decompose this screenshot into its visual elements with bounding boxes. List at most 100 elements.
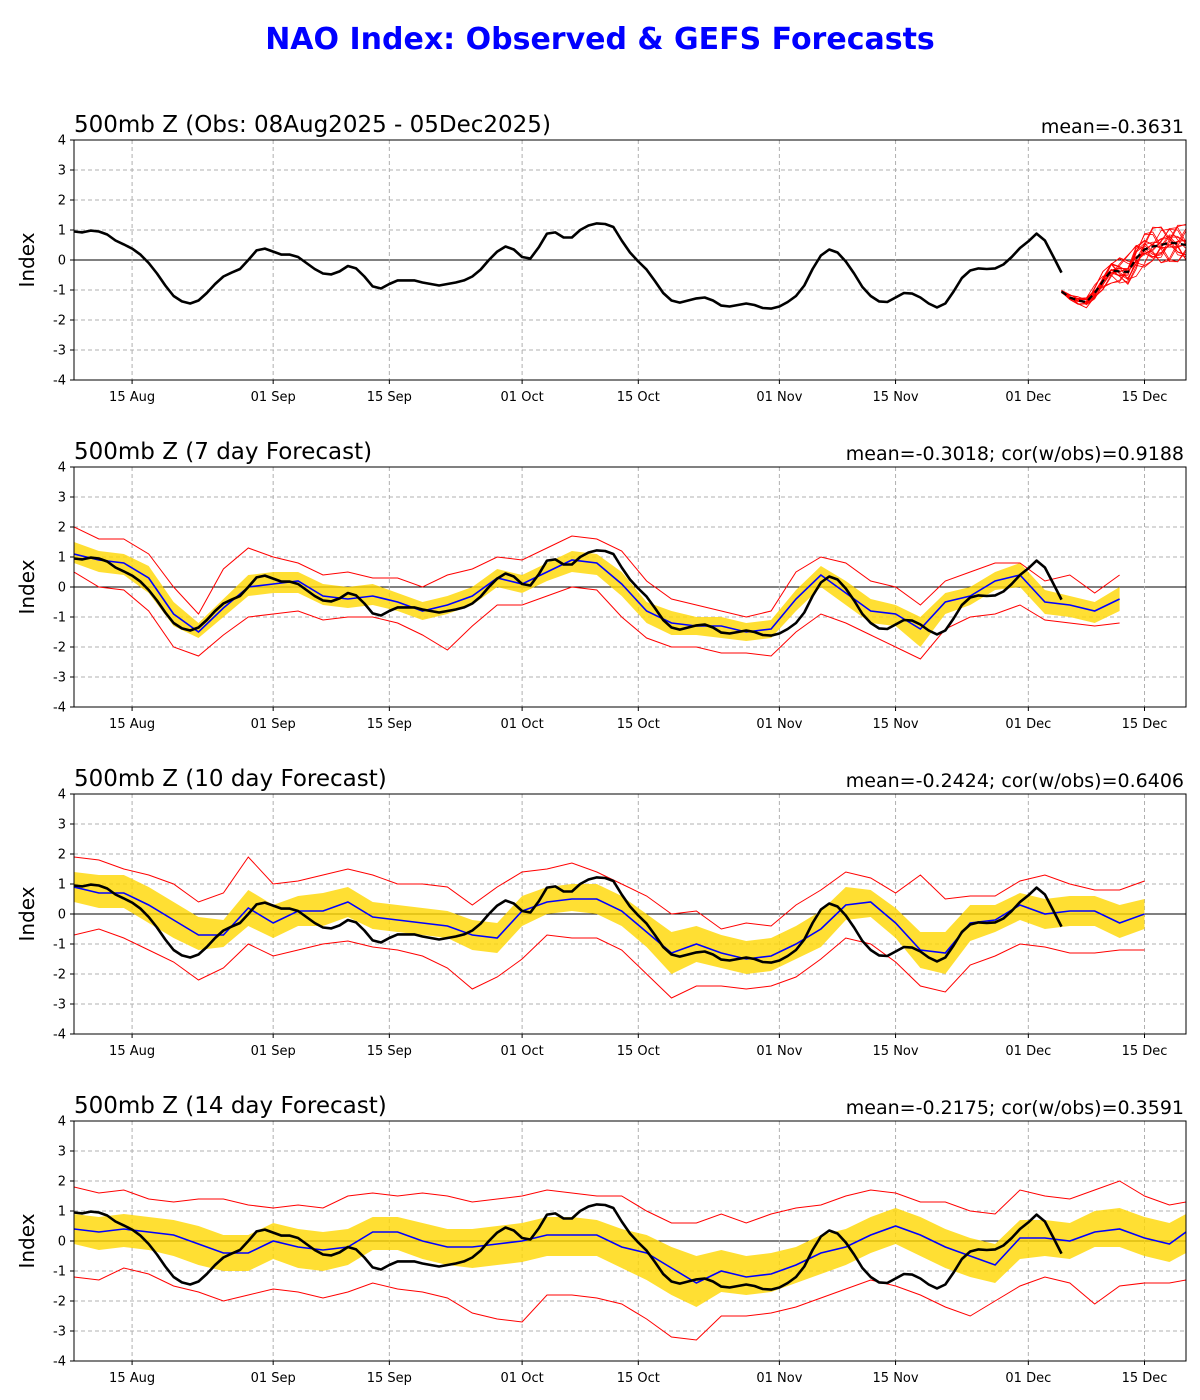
x-tick-label: 01 Dec [1005,390,1051,405]
observed-line [74,549,1063,637]
x-tick-label: 15 Dec [1122,390,1168,405]
plot-area [74,222,1186,310]
plot-area [74,526,1120,660]
y-tick-label: 0 [58,581,66,596]
panel-title: 500mb Z (14 day Forecast) [74,1093,387,1119]
ensemble-mean-line [74,1225,1186,1284]
x-tick-label: 15 Aug [109,717,155,732]
y-tick-label: -2 [53,1295,66,1310]
x-tick-label: 01 Nov [756,1044,802,1059]
x-tick-label: 01 Oct [501,1371,544,1386]
x-tick-label: 15 Aug [109,390,155,405]
x-tick-label: 01 Sep [251,1044,296,1059]
chart-panel-3: -4 -3 -2 -1 0 1 2 3 4 15 Aug 01 Sep 15 Sep 01 Oct 15 … [15,766,1187,1059]
x-tick-label: 15 Aug [109,1044,155,1059]
x-tick-label: 01 Oct [501,390,544,405]
y-tick-label: 4 [58,134,66,149]
y-axis-label: Index [15,886,39,941]
panel-title: 500mb Z (Obs: 08Aug2025 - 05Dec2025) [74,112,551,138]
y-tick-label: 3 [58,818,66,833]
envelope-lower-line [74,928,1145,999]
ensemble-member-line [1061,240,1186,299]
y-tick-label: 1 [58,551,66,566]
x-tick-label: 01 Sep [251,717,296,732]
y-tick-label: 4 [58,461,66,476]
y-tick-label: 4 [58,788,66,803]
y-tick-label: -3 [53,671,66,686]
spread-band [74,1208,1186,1307]
ensemble-mean-dashed-line [1060,241,1186,304]
plot-area [74,1180,1186,1341]
x-tick-label: 01 Nov [756,390,802,405]
y-tick-label: 1 [58,1205,66,1220]
y-tick-label: 3 [58,1145,66,1160]
x-tick-label: 15 Dec [1122,1371,1168,1386]
y-tick-label: 0 [58,908,66,923]
x-tick-label: 15 Oct [617,1044,660,1059]
observed-line [74,876,1063,964]
y-tick-label: -2 [53,968,66,983]
x-tick-label: 15 Nov [873,1044,919,1059]
y-tick-label: 1 [58,224,66,239]
envelope-upper-line [74,1180,1186,1224]
y-tick-label: 2 [58,194,66,209]
y-tick-label: 2 [58,848,66,863]
envelope-upper-line [74,856,1145,930]
y-tick-label: 2 [58,521,66,536]
x-tick-label: 15 Dec [1122,717,1168,732]
y-tick-label: 3 [58,491,66,506]
y-tick-label: -4 [53,1028,66,1043]
chart-panel-4: -4 -3 -2 -1 0 1 2 3 4 15 Aug 01 Sep 15 Sep 01 Oct 15 … [15,1093,1187,1386]
y-tick-label: 4 [58,1115,66,1130]
panel-title: 500mb Z (7 day Forecast) [74,439,372,465]
y-tick-label: -4 [53,701,66,716]
y-axis-label: Index [15,1213,39,1268]
x-tick-label: 01 Nov [756,717,802,732]
x-tick-label: 01 Sep [251,1371,296,1386]
x-tick-label: 15 Sep [367,717,412,732]
y-tick-label: -4 [53,1355,66,1370]
plot-area [74,856,1145,999]
chart-panel-1: -4 -3 -2 -1 0 1 2 3 4 15 Aug 01 Sep 15 Sep 01 Oct 15 … [15,112,1187,405]
y-tick-label: 2 [58,1175,66,1190]
x-tick-label: 15 Oct [617,390,660,405]
x-tick-label: 01 Dec [1005,1371,1051,1386]
panel-stat: mean=-0.3631 [1041,116,1184,138]
ensemble-member-line [1061,237,1186,305]
y-axis-label: Index [15,559,39,614]
x-tick-label: 15 Sep [367,1044,412,1059]
y-tick-label: -4 [53,374,66,389]
x-tick-label: 01 Oct [501,1044,544,1059]
y-tick-label: 3 [58,164,66,179]
y-tick-label: 0 [58,254,66,269]
panel-stat: mean=-0.3018; cor(w/obs)=0.9188 [846,443,1184,465]
x-tick-label: 15 Oct [617,717,660,732]
spread-band [74,872,1145,974]
panel-stat: mean=-0.2424; cor(w/obs)=0.6406 [846,770,1184,792]
y-tick-label: -3 [53,344,66,359]
x-tick-label: 15 Aug [109,1371,155,1386]
y-tick-label: 1 [58,878,66,893]
y-tick-label: -2 [53,641,66,656]
y-tick-label: -3 [53,998,66,1013]
x-tick-label: 15 Oct [617,1371,660,1386]
x-tick-label: 01 Dec [1005,717,1051,732]
y-tick-label: -1 [53,938,66,953]
y-tick-label: -1 [53,284,66,299]
observed-line [74,1203,1063,1291]
y-axis-label: Index [15,232,39,287]
panel-stat: mean=-0.2175; cor(w/obs)=0.3591 [846,1097,1184,1119]
x-tick-label: 15 Sep [367,1371,412,1386]
envelope-upper-line [74,526,1120,618]
x-tick-label: 15 Nov [873,717,919,732]
y-tick-label: -3 [53,1325,66,1340]
x-tick-label: 15 Nov [873,390,919,405]
y-tick-label: 0 [58,1235,66,1250]
envelope-lower-line [74,1267,1186,1341]
x-tick-label: 15 Dec [1122,1044,1168,1059]
panel-title: 500mb Z (10 day Forecast) [74,766,387,792]
envelope-lower-line [74,571,1120,660]
x-tick-label: 01 Sep [251,390,296,405]
observed-line [74,222,1063,310]
